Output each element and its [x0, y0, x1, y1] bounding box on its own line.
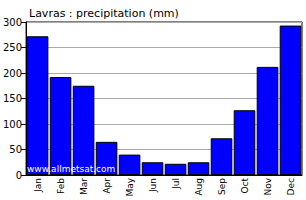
svg-text:100: 100 — [3, 119, 22, 130]
svg-text:Jun: Jun — [148, 178, 158, 193]
svg-text:0: 0 — [16, 170, 22, 181]
svg-text:www.allmetsat.com: www.allmetsat.com — [27, 164, 115, 174]
svg-text:Nov: Nov — [263, 177, 273, 195]
svg-text:Jul: Jul — [171, 178, 181, 190]
svg-text:Mar: Mar — [79, 178, 89, 195]
svg-text:200: 200 — [3, 68, 22, 79]
svg-text:Feb: Feb — [56, 178, 66, 194]
svg-text:Aug: Aug — [194, 178, 204, 196]
svg-text:Oct: Oct — [240, 178, 250, 194]
svg-text:Apr: Apr — [102, 178, 112, 194]
svg-text:250: 250 — [3, 42, 22, 53]
svg-text:300: 300 — [3, 17, 22, 28]
svg-text:50: 50 — [9, 144, 22, 155]
svg-text:Sep: Sep — [217, 178, 227, 195]
svg-text:150: 150 — [3, 93, 22, 104]
svg-text:Dec: Dec — [286, 178, 296, 195]
svg-text:Jan: Jan — [33, 178, 43, 193]
svg-text:Lavras : precipitation (mm): Lavras : precipitation (mm) — [29, 7, 179, 20]
svg-text:May: May — [125, 177, 135, 196]
